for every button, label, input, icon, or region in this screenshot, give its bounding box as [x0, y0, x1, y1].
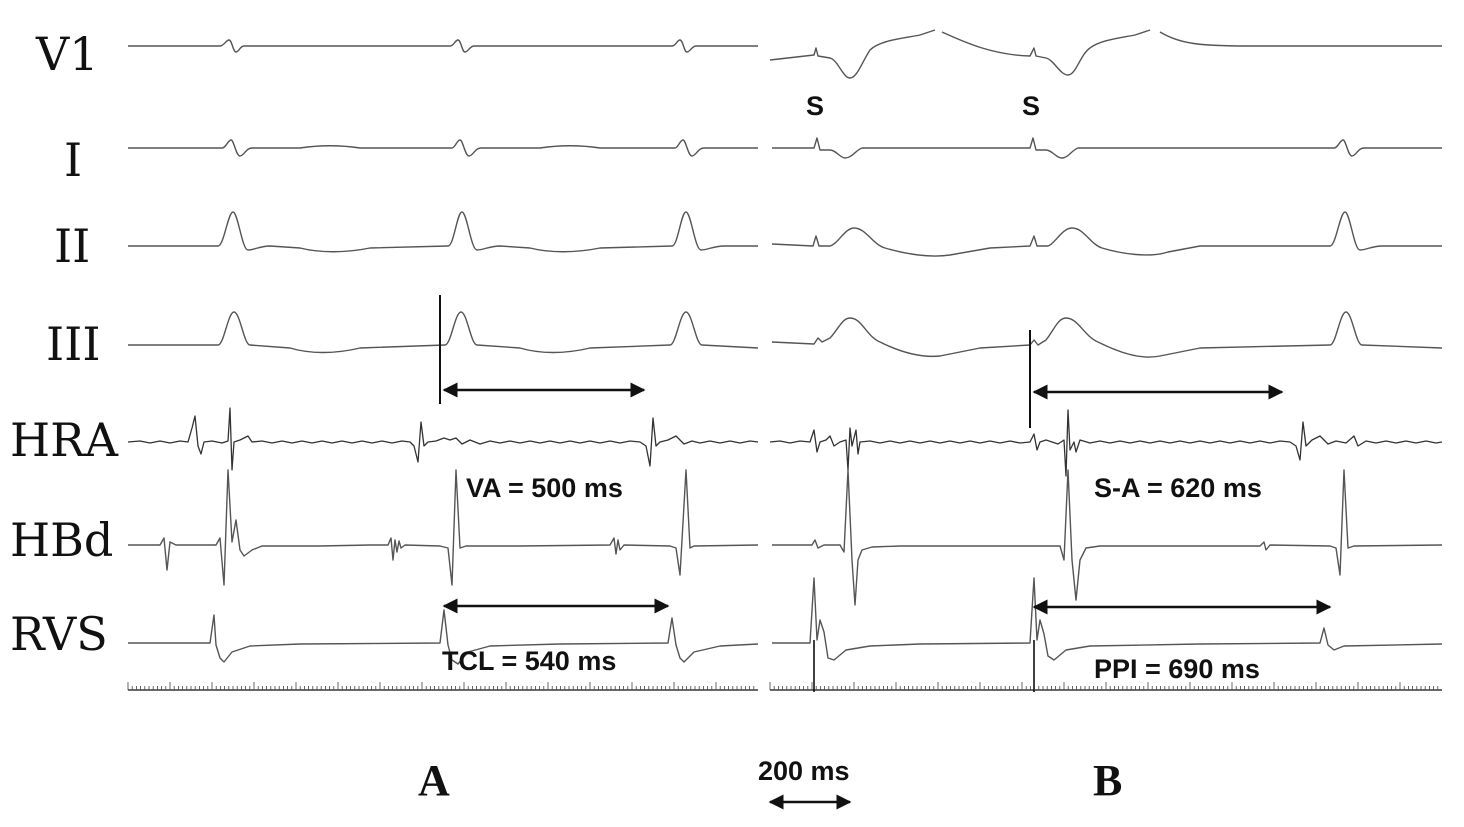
trace-rvs-b: [772, 577, 1443, 661]
lead-label-hra: HRA: [10, 413, 119, 467]
trace-ii-a: [128, 211, 758, 253]
ppi-interval-label: PPI = 690 ms: [1094, 654, 1260, 684]
trace-v1-b-3: [1159, 31, 1442, 47]
lead-label-rvs: RVS: [10, 607, 108, 661]
panel-a-traces: [127, 39, 759, 691]
panel-label-b: B: [1093, 756, 1122, 805]
tcl-interval-label: TCL = 540 ms: [442, 646, 616, 676]
trace-i-a: [128, 139, 758, 157]
va-interval-label: VA = 500 ms: [466, 473, 623, 503]
trace-hbd-b: [772, 469, 1443, 606]
lead-label-i: I: [64, 133, 82, 187]
stimulus-label-2: S: [1022, 91, 1040, 121]
trace-iii-a: [128, 311, 759, 354]
panel-b-traces: [769, 29, 1443, 692]
sa-interval-label: S-A = 620 ms: [1094, 473, 1262, 503]
time-axis-ticks-a: [127, 682, 755, 690]
trace-v1-b: [769, 29, 936, 79]
lead-label-hbd: HBd: [10, 513, 113, 567]
trace-hbd-a: [128, 469, 759, 586]
lead-label-v1: V1: [35, 27, 99, 81]
lead-label-ii: II: [54, 219, 90, 273]
trace-v1-a: [128, 39, 758, 53]
trace-i-b: [772, 137, 1442, 159]
scale-bar-label: 200 ms: [758, 756, 850, 786]
panel-label-a: A: [418, 756, 450, 805]
trace-hra-b: [769, 409, 1443, 477]
trace-iii-b: [771, 311, 1443, 358]
trace-ii-b: [771, 211, 1442, 257]
trace-rvs-a: [128, 609, 759, 665]
trace-v1-b-2: [941, 29, 1151, 76]
trace-hra-a: [127, 407, 759, 471]
stimulus-label-1: S: [806, 91, 824, 121]
lead-label-iii: III: [46, 317, 101, 371]
time-axis-ticks-b: [769, 682, 1439, 690]
